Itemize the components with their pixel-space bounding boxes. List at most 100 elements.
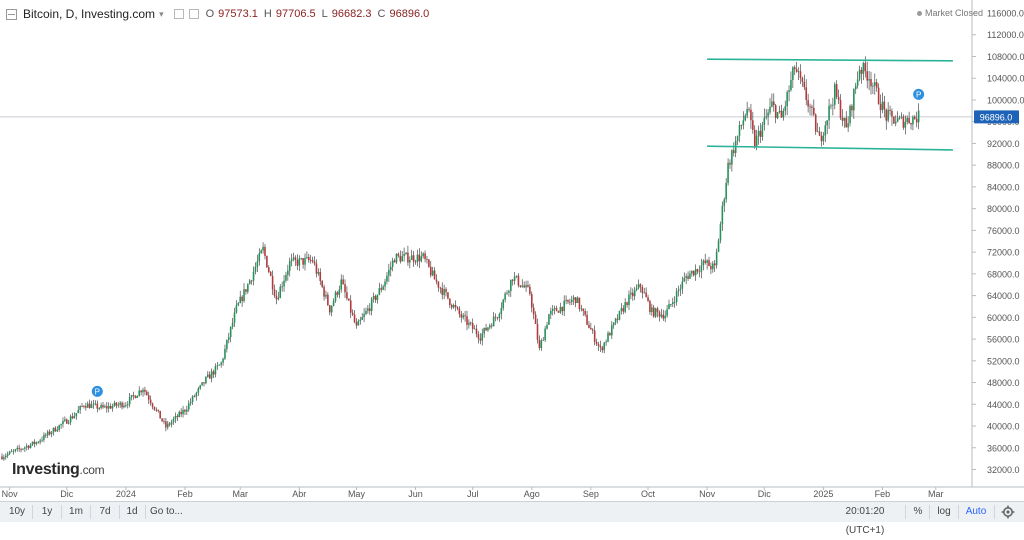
candle-body	[605, 341, 607, 343]
candle-body	[523, 285, 525, 288]
chevron-down-icon[interactable]: ▾	[159, 8, 164, 19]
candle-body	[155, 409, 158, 411]
range-1d-button[interactable]: 1d	[126, 506, 138, 517]
candle-body	[755, 135, 758, 147]
open-value: 97573.1	[218, 8, 258, 20]
event-marker[interactable]: P	[913, 88, 925, 100]
candle-body	[399, 255, 402, 262]
candle-body	[664, 315, 666, 319]
candle-body	[590, 327, 592, 330]
symbol-title[interactable]: Bitcoin, D, Investing.com	[23, 7, 156, 21]
candle-body	[559, 306, 562, 313]
candle-body	[517, 275, 520, 286]
candle-body	[618, 310, 621, 320]
candle-body	[176, 415, 179, 418]
candle-body	[470, 322, 472, 324]
candle-body	[216, 365, 219, 367]
candle-body	[315, 263, 318, 274]
candle-body	[656, 308, 659, 312]
candle-body	[807, 100, 809, 107]
candle-body	[784, 106, 787, 111]
event-marker[interactable]: P	[91, 385, 103, 397]
settings-box-icon[interactable]	[173, 9, 184, 19]
channel-trendline[interactable]	[707, 58, 953, 62]
candle-body	[136, 395, 139, 398]
candle-body	[736, 135, 739, 142]
candle-body	[25, 445, 28, 448]
gear-icon[interactable]	[1001, 505, 1015, 519]
candle-body	[530, 294, 533, 308]
candle-body	[868, 79, 870, 81]
candle-body	[235, 305, 238, 313]
candle-body	[580, 308, 583, 310]
candle-body	[237, 303, 240, 306]
candle-body	[195, 392, 198, 397]
candle-body	[588, 324, 590, 328]
candle-body	[597, 344, 600, 346]
percent-toggle[interactable]: %	[913, 506, 923, 517]
candle-body	[614, 318, 617, 323]
candle-body	[220, 362, 222, 365]
candle-body	[527, 285, 529, 287]
range-1y-button[interactable]: 1y	[41, 506, 53, 517]
candle-body	[340, 279, 343, 290]
goto-button[interactable]: Go to...	[150, 506, 183, 517]
candle-body	[715, 251, 718, 266]
candle-body	[464, 315, 466, 317]
candle-body	[544, 328, 546, 340]
candle-body	[146, 391, 148, 396]
candle-body	[454, 305, 457, 308]
auto-scale-toggle[interactable]: Auto	[965, 506, 987, 517]
candle-body	[435, 279, 438, 282]
collapse-legend-icon[interactable]	[6, 8, 17, 20]
candle-body	[466, 316, 468, 325]
channel-trendline[interactable]	[707, 145, 953, 151]
candle-body	[750, 109, 752, 121]
range-10y-button[interactable]: 10y	[8, 506, 26, 517]
candle-body	[631, 292, 634, 297]
candle-body	[731, 150, 733, 165]
candle-body	[494, 316, 497, 318]
candle-body	[199, 385, 201, 389]
market-status-text: Market Closed	[925, 8, 984, 18]
range-1m-button[interactable]: 1m	[69, 506, 83, 517]
y-tick-label: 88000.0	[987, 161, 1020, 171]
candle-body	[881, 101, 884, 111]
low-label: L	[321, 8, 328, 20]
candle-body	[149, 399, 152, 404]
candle-body	[569, 301, 571, 303]
last-price-tag-text: 96896.0	[980, 112, 1013, 122]
candle-body	[511, 279, 514, 281]
candle-body	[696, 269, 699, 272]
candle-body	[910, 122, 912, 125]
candle-body	[247, 284, 249, 292]
candle-body	[776, 112, 779, 119]
candle-body	[275, 295, 278, 300]
candle-body	[424, 253, 426, 260]
candle-body	[157, 409, 160, 411]
price-chart[interactable]: P P 116000.0 112000.0 108000.0 104000.0 10000…	[0, 0, 1024, 500]
candle-body	[288, 261, 291, 271]
candle-body	[504, 293, 506, 300]
range-7d-button[interactable]: 7d	[99, 506, 111, 517]
candle-body	[323, 286, 325, 297]
candle-body	[353, 314, 356, 323]
candle-body	[525, 285, 527, 288]
y-tick-label: 32000.0	[987, 465, 1020, 475]
candle-body	[723, 199, 726, 206]
candle-body	[700, 265, 703, 272]
candle-body	[405, 252, 407, 255]
candle-body	[782, 110, 785, 118]
candle-body	[279, 286, 282, 299]
log-toggle[interactable]: log	[937, 506, 951, 517]
hide-box-icon[interactable]	[188, 9, 199, 19]
candle-body	[477, 334, 480, 339]
candle-body	[809, 106, 811, 108]
candle-body	[551, 308, 554, 311]
candle-body	[571, 299, 573, 303]
y-tick-label: 60000.0	[987, 313, 1020, 323]
y-tick-label: 48000.0	[987, 378, 1020, 388]
candle-body	[111, 406, 114, 409]
candle-body	[702, 260, 705, 266]
candle-body	[803, 81, 806, 88]
